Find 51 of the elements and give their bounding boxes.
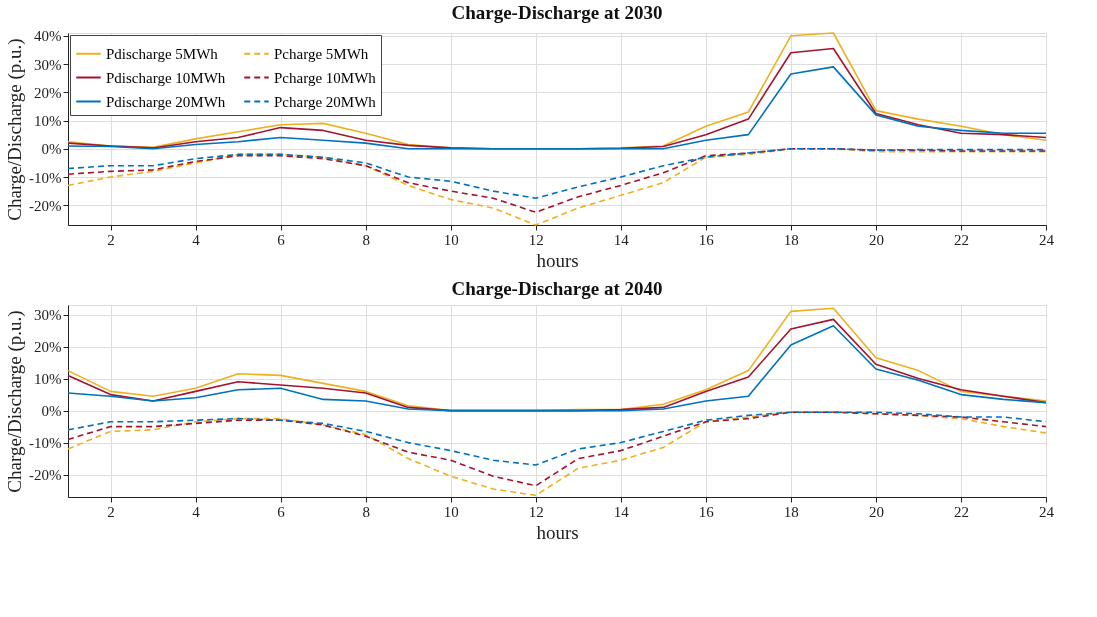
y-tick-label: 10%	[34, 371, 62, 388]
y-tick-label: 30%	[34, 56, 62, 73]
y-tick-label: -20%	[29, 467, 62, 484]
y-tick-label: -20%	[29, 197, 62, 214]
line-series	[67, 147, 1047, 214]
x-tick-label: 20	[868, 231, 884, 248]
legend-label: Pcharge 20MWh	[274, 93, 377, 110]
y-tick-label: 40%	[34, 28, 62, 45]
x-tick-label: 16	[698, 503, 715, 520]
x-tick-label: 8	[362, 503, 370, 520]
x-tick-label: 18	[783, 503, 799, 520]
x-tick-label: 12	[528, 503, 544, 520]
y-tick-label: 20%	[34, 339, 62, 356]
y-axis-title: Charge/Discharge (p.u.)	[4, 38, 27, 221]
legend-label: Pdischarge 10MWh	[106, 69, 226, 86]
x-axis-title: hours	[536, 249, 579, 271]
y-tick-label: 20%	[34, 84, 62, 101]
x-tick-label: 10	[443, 231, 459, 248]
y-axis-title: Charge/Discharge (p.u.)	[4, 310, 27, 493]
legend-label: Pdischarge 20MWh	[106, 93, 226, 110]
legend-label: Pcharge 5MWh	[274, 45, 369, 62]
x-tick-label: 6	[277, 503, 286, 520]
legend-label: Pcharge 10MWh	[274, 69, 377, 86]
x-tick-label: 4	[192, 231, 201, 248]
chart-title: Charge-Discharge at 2030	[451, 1, 663, 23]
x-tick-label: 6	[277, 231, 286, 248]
y-tick-label: 0%	[41, 141, 62, 158]
x-tick-label: 14	[613, 503, 630, 520]
x-tick-label: 2	[107, 231, 115, 248]
y-tick-label: 10%	[34, 113, 62, 130]
x-tick-label: 2	[107, 503, 115, 520]
legend-label: Pdischarge 5MWh	[106, 45, 219, 62]
y-tick-label: 0%	[41, 403, 62, 420]
x-tick-label: 24	[1039, 231, 1055, 248]
x-tick-label: 14	[613, 231, 630, 248]
x-tick-label: 4	[192, 503, 201, 520]
y-tick-label: 30%	[34, 307, 62, 324]
x-tick-label: 22	[953, 231, 969, 248]
chart-title: Charge-Discharge at 2040	[451, 278, 663, 299]
x-tick-label: 18	[783, 231, 799, 248]
x-tick-label: 16	[698, 231, 715, 248]
x-tick-label: 8	[362, 231, 370, 248]
y-tick-label: -10%	[29, 435, 62, 452]
line-series	[67, 66, 1047, 150]
x-tick-label: 20	[868, 503, 884, 520]
x-tick-label: 10	[443, 503, 459, 520]
x-axis-title: hours	[536, 521, 579, 543]
x-tick-label: 12	[528, 231, 544, 248]
y-tick-label: -10%	[29, 169, 62, 186]
x-tick-label: 24	[1039, 503, 1055, 520]
x-tick-label: 22	[953, 503, 969, 520]
